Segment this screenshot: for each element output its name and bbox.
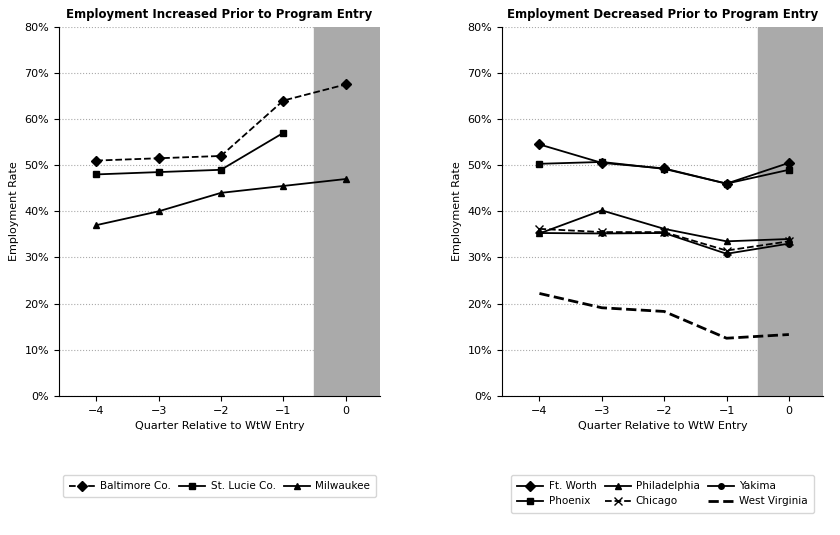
Legend: Ft. Worth, Phoenix, Philadelphia, Chicago, Yakima, West Virginia: Ft. Worth, Phoenix, Philadelphia, Chicag… [511, 475, 814, 513]
Bar [314, 27, 380, 396]
Y-axis label: Employment Rate: Employment Rate [452, 162, 462, 261]
Bar [758, 27, 823, 396]
Y-axis label: Employment Rate: Employment Rate [8, 162, 18, 261]
X-axis label: Quarter Relative to WtW Entry: Quarter Relative to WtW Entry [134, 421, 304, 431]
Title: Employment Increased Prior to Program Entry: Employment Increased Prior to Program En… [66, 9, 372, 21]
Title: Employment Decreased Prior to Program Entry: Employment Decreased Prior to Program En… [507, 9, 818, 21]
X-axis label: Quarter Relative to WtW Entry: Quarter Relative to WtW Entry [578, 421, 748, 431]
Legend: Baltimore Co., St. Lucie Co., Milwaukee: Baltimore Co., St. Lucie Co., Milwaukee [62, 475, 376, 498]
